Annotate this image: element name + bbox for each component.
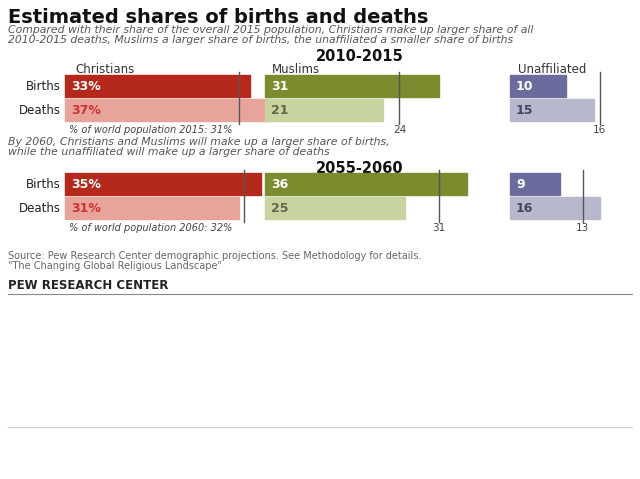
- Text: Christians: Christians: [75, 63, 134, 76]
- Text: 31: 31: [432, 223, 445, 233]
- Bar: [65, 173, 261, 195]
- Text: 21: 21: [271, 103, 289, 116]
- Bar: [65, 75, 250, 97]
- Text: 37%: 37%: [71, 103, 101, 116]
- Bar: [510, 197, 600, 219]
- Text: 16: 16: [516, 202, 533, 215]
- Bar: [65, 197, 239, 219]
- Text: 2055-2060: 2055-2060: [316, 161, 404, 176]
- Text: 9: 9: [516, 178, 525, 191]
- Text: while the unaffiliated will make up a larger share of deaths: while the unaffiliated will make up a la…: [8, 147, 330, 157]
- Text: PEW RESEARCH CENTER: PEW RESEARCH CENTER: [8, 279, 168, 292]
- Text: Estimated shares of births and deaths: Estimated shares of births and deaths: [8, 8, 428, 27]
- Text: 31: 31: [271, 80, 289, 92]
- Text: 15: 15: [516, 103, 534, 116]
- Bar: [265, 99, 383, 121]
- Text: 13: 13: [576, 223, 589, 233]
- Text: % of world population 2060: 32%: % of world population 2060: 32%: [69, 223, 232, 233]
- Text: Deaths: Deaths: [19, 202, 61, 215]
- Bar: [265, 75, 438, 97]
- Text: 35%: 35%: [71, 178, 101, 191]
- Text: 31%: 31%: [71, 202, 101, 215]
- Text: Source: Pew Research Center demographic projections. See Methodology for details: Source: Pew Research Center demographic …: [8, 251, 421, 261]
- Text: 10: 10: [516, 80, 534, 92]
- Text: Births: Births: [26, 80, 61, 92]
- Bar: [65, 99, 272, 121]
- Text: Deaths: Deaths: [19, 103, 61, 116]
- Text: 33%: 33%: [71, 80, 100, 92]
- Text: Muslims: Muslims: [272, 63, 320, 76]
- Text: 2010-2015 deaths, Muslims a larger share of births, the unaffiliated a smaller s: 2010-2015 deaths, Muslims a larger share…: [8, 35, 513, 45]
- Text: 36: 36: [271, 178, 288, 191]
- Text: 24: 24: [393, 125, 406, 135]
- Text: By 2060, Christians and Muslims will make up a larger share of births,: By 2060, Christians and Muslims will mak…: [8, 137, 390, 147]
- Text: 2010-2015: 2010-2015: [316, 49, 404, 64]
- Bar: [265, 197, 405, 219]
- Bar: [510, 173, 561, 195]
- Text: Unaffiliated: Unaffiliated: [518, 63, 586, 76]
- Text: "The Changing Global Religious Landscape": "The Changing Global Religious Landscape…: [8, 261, 222, 271]
- Text: % of world population 2015: 31%: % of world population 2015: 31%: [69, 125, 232, 135]
- Bar: [510, 75, 566, 97]
- Bar: [265, 173, 467, 195]
- Bar: [510, 99, 594, 121]
- Text: Compared with their share of the overall 2015 population, Christians make up lar: Compared with their share of the overall…: [8, 25, 533, 35]
- Text: Births: Births: [26, 178, 61, 191]
- Text: 16: 16: [593, 125, 606, 135]
- Text: 25: 25: [271, 202, 289, 215]
